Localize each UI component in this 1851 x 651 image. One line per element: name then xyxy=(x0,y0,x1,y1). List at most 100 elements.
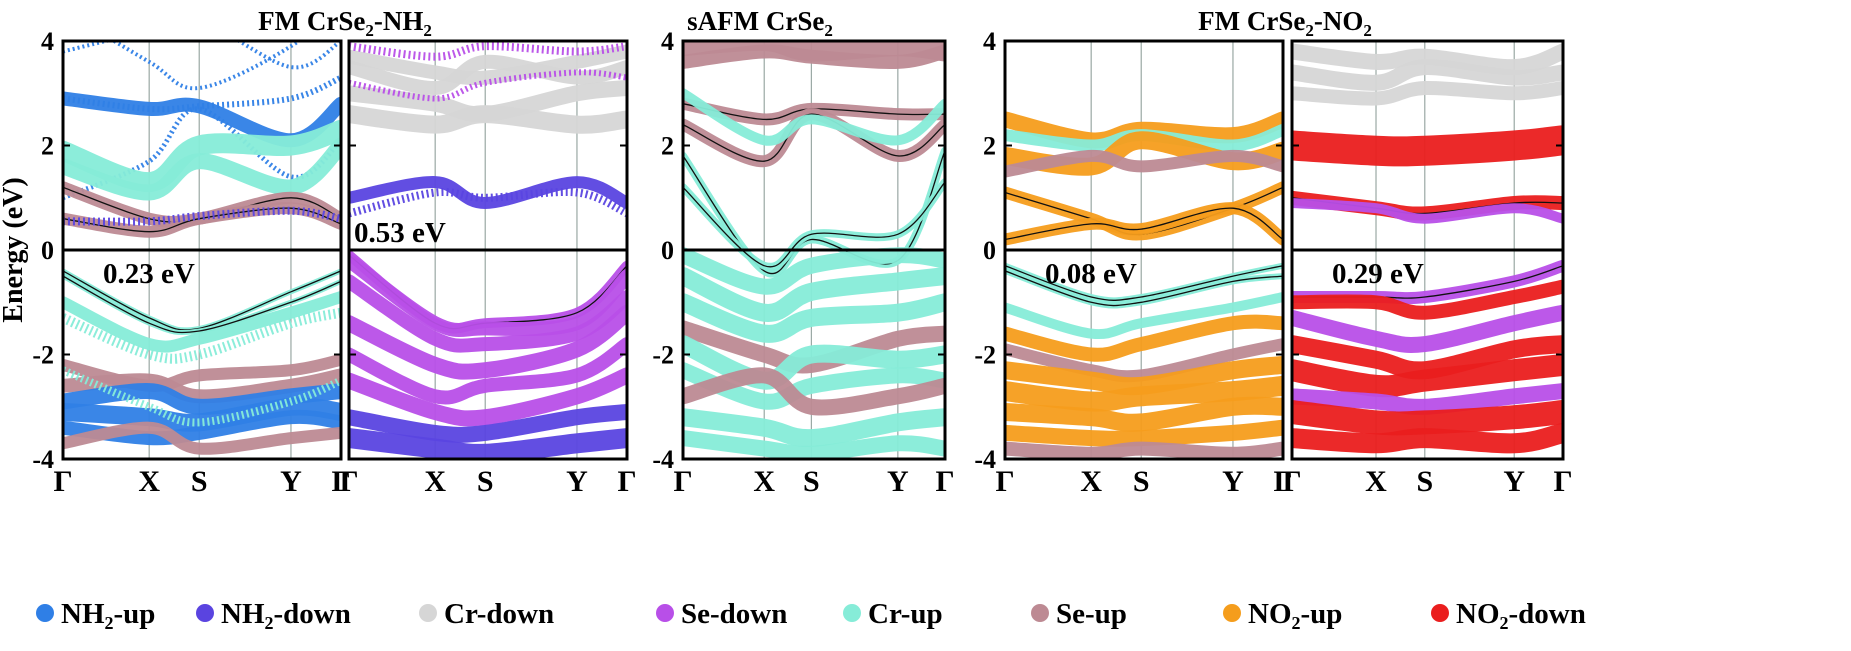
band-Cr-up xyxy=(683,293,945,343)
band-Se-up xyxy=(1005,441,1283,459)
band-center-line xyxy=(1005,207,1283,241)
x-tick-label: Γ xyxy=(53,465,72,498)
y-tick-label: 4 xyxy=(983,27,996,56)
band-center-line xyxy=(683,150,945,275)
band-gap-label: 0.53 eV xyxy=(354,217,446,249)
group-titles: FM CrSe2-NH2 sAFM CrSe2 FM CrSe2-NO2 xyxy=(258,6,1372,40)
legend-label: NH2-down xyxy=(221,598,351,633)
band-NO2-down xyxy=(1292,422,1563,454)
band-Cr-up xyxy=(683,88,945,146)
legend-label: NO2-down xyxy=(1456,598,1586,633)
band-Cr-up xyxy=(683,430,945,459)
x-tick-label: Y xyxy=(1503,465,1525,498)
y-tick-label: 0 xyxy=(983,236,996,265)
plot-area xyxy=(683,41,945,459)
y-tick-label: 0 xyxy=(41,236,54,265)
band-Cr-up xyxy=(63,366,341,427)
panel-NO2-up: 420-2-4Γ X S Y Γ0.08 eV xyxy=(974,27,1292,498)
band-NH2-down xyxy=(63,206,341,226)
legend-swatch xyxy=(843,604,861,622)
band-Cr-down xyxy=(349,105,627,134)
band-Se-down xyxy=(1292,304,1563,353)
band-NO2-up xyxy=(1005,375,1283,412)
band-center-line xyxy=(1005,265,1283,301)
x-tick-label: S xyxy=(803,465,820,498)
legend-label: Se-up xyxy=(1056,598,1127,630)
legend-swatch xyxy=(419,604,437,622)
y-tick-label: -4 xyxy=(974,445,996,474)
plot-area xyxy=(1005,41,1283,459)
x-tick-label: Γ xyxy=(617,465,636,498)
legend-swatch xyxy=(1223,604,1241,622)
band-Se-up xyxy=(1005,149,1283,178)
band-NH2-down xyxy=(349,176,627,210)
band-Se-up xyxy=(683,320,945,374)
x-tick-label: S xyxy=(477,465,494,498)
x-tick-label: Γ xyxy=(331,465,350,498)
band-NO2-up xyxy=(1005,314,1283,362)
band-NO2-down xyxy=(1292,400,1563,436)
y-tick-label: 2 xyxy=(41,132,54,161)
y-tick-label: 0 xyxy=(661,236,674,265)
y-axis-label: Energy (eV) xyxy=(0,177,29,322)
band-Cr-up xyxy=(63,137,341,201)
band-Se-up xyxy=(63,421,341,455)
legend-item-NO2-down: NO2-down xyxy=(1431,598,1586,633)
band-NO2-up xyxy=(1005,396,1283,432)
panel-NH2-up: 420-2-4Γ X S Y Γ0.23 eV xyxy=(32,27,350,498)
y-tick-label: 4 xyxy=(41,27,54,56)
y-tick-label: -2 xyxy=(974,341,996,370)
band-NO2-up xyxy=(1005,355,1283,396)
y-tick-label: -4 xyxy=(652,445,674,474)
legend-swatch xyxy=(656,604,674,622)
x-tick-label: X xyxy=(753,465,775,498)
x-tick-label: X xyxy=(1080,465,1102,498)
band-NO2-up xyxy=(1005,419,1283,447)
band-NH2-down xyxy=(349,404,627,443)
legend-item-NH2-down: NH2-down xyxy=(196,598,351,633)
band-Se-down xyxy=(1292,383,1563,415)
band-Se-up xyxy=(1005,338,1283,383)
x-tick-label: Γ xyxy=(995,465,1014,498)
x-tick-label: Y xyxy=(1222,465,1244,498)
legend-swatch xyxy=(1031,604,1049,622)
band-Se-down xyxy=(349,274,627,353)
legend-item-Se-up: Se-up xyxy=(1031,598,1127,630)
band-Se-up xyxy=(683,44,945,70)
x-tick-label: X xyxy=(1365,465,1387,498)
plot-area xyxy=(63,41,341,459)
band-Se-down xyxy=(349,337,627,405)
legend-item-Se-down: Se-down xyxy=(656,598,787,630)
x-tick-label: Γ xyxy=(339,465,358,498)
band-Se-up xyxy=(683,367,945,416)
band-Cr-down xyxy=(1292,80,1563,106)
y-tick-label: 2 xyxy=(661,132,674,161)
y-tick-label: 4 xyxy=(661,27,674,56)
band-Se-down xyxy=(349,253,627,338)
legend-label: Se-down xyxy=(681,598,787,630)
x-tick-label: Y xyxy=(566,465,588,498)
x-tick-label: X xyxy=(424,465,446,498)
legend-swatch xyxy=(196,604,214,622)
band-Cr-up xyxy=(683,408,945,448)
legend-label: Cr-up xyxy=(868,598,943,630)
y-tick-label: -2 xyxy=(652,341,674,370)
band-gap-label: 0.08 eV xyxy=(1045,258,1137,290)
plot-area xyxy=(349,41,627,459)
band-Cr-up xyxy=(63,307,341,364)
legend-item-NH2-up: NH2-up xyxy=(36,598,155,633)
band-Cr-down xyxy=(349,54,627,95)
x-tick-label: S xyxy=(1416,465,1433,498)
panel-sAFM: 420-2-4Γ X S Y Γ xyxy=(652,27,954,498)
x-tick-label: Y xyxy=(887,465,909,498)
x-tick-label: Y xyxy=(280,465,302,498)
band-Cr-up xyxy=(683,335,945,390)
band-NH2-down xyxy=(349,428,627,459)
legend-item-NO2-up: NO2-up xyxy=(1223,598,1342,633)
band-Cr-down xyxy=(1292,59,1563,91)
band-gap-label: 0.29 eV xyxy=(1332,258,1424,290)
group-title: sAFM CrSe2 xyxy=(687,6,833,40)
band-Se-down xyxy=(349,304,627,380)
